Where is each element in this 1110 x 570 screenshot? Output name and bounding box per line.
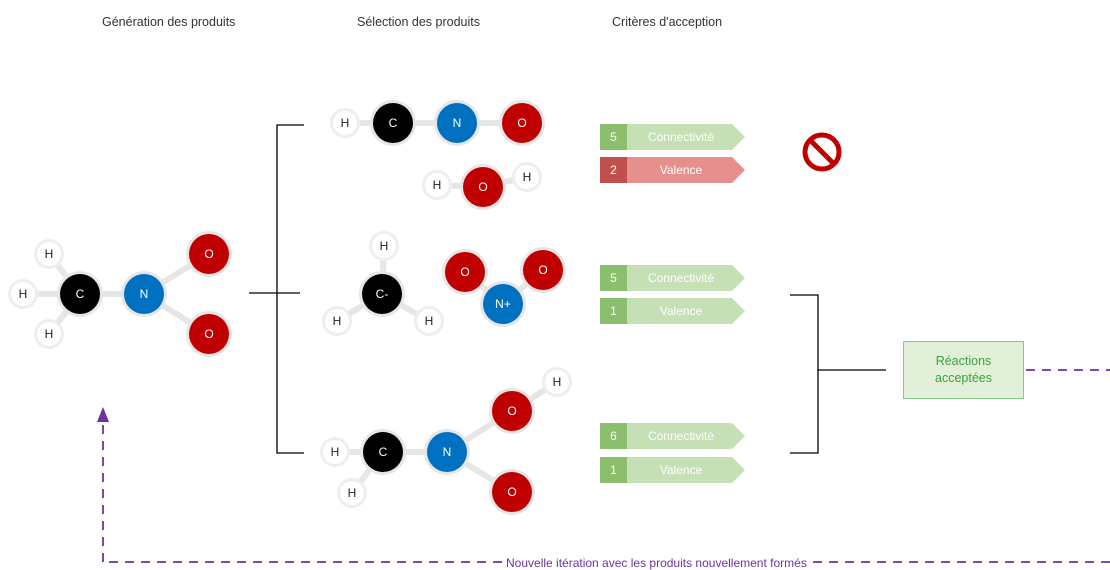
accepted-line1: Réactions (935, 354, 992, 368)
criterion-label: Connectivité (627, 265, 745, 291)
atom-carbon: C (363, 432, 403, 472)
atom-h: H (340, 481, 364, 505)
criterion-label: Valence (627, 298, 745, 324)
atom-nitrogen: N (124, 274, 164, 314)
criterion-valence: 2 Valence (600, 157, 745, 183)
merge-bracket (790, 294, 886, 454)
prohibited-icon (802, 132, 842, 172)
criterion-label: Valence (627, 157, 745, 183)
atom-h: H (37, 242, 61, 266)
criterion-label: Connectivité (627, 124, 745, 150)
criterion-score: 5 (600, 265, 627, 291)
atom-nitrogen: N (427, 432, 467, 472)
criterion-score: 5 (600, 124, 627, 150)
atom-oxygen: O (492, 472, 532, 512)
split-bracket (249, 124, 304, 454)
accepted-line2: acceptées (935, 371, 992, 385)
criterion-label: Valence (627, 457, 745, 483)
atom-h: H (425, 173, 449, 197)
atom-h: H (325, 309, 349, 333)
atom-h: H (372, 234, 396, 258)
atom-nitronium: N+ (483, 284, 523, 324)
atom-h: H (323, 440, 347, 464)
atom-h: H (11, 282, 35, 306)
atom-carbon: C (60, 274, 100, 314)
criterion-score: 1 (600, 457, 627, 483)
atom-oxygen: O (189, 314, 229, 354)
iteration-label: Nouvelle itération avec les produits nou… (505, 556, 808, 570)
criterion-connectivity: 5 Connectivité (600, 124, 745, 150)
atom-oxygen: O (492, 391, 532, 431)
atom-oxygen: O (502, 103, 542, 143)
title-generation: Génération des produits (102, 15, 236, 29)
atom-h: H (417, 309, 441, 333)
atom-oxygen: O (445, 252, 485, 292)
atom-h: H (333, 111, 357, 135)
criterion-label: Connectivité (627, 423, 745, 449)
accepted-reactions-box: Réactions acceptées (903, 341, 1024, 399)
criterion-connectivity: 5 Connectivité (600, 265, 745, 291)
title-criteria: Critères d'acception (612, 15, 723, 29)
atom-h: H (37, 322, 61, 346)
iteration-arrowhead (97, 407, 109, 422)
atom-oxygen: O (523, 250, 563, 290)
criterion-valence: 1 Valence (600, 457, 745, 483)
atom-oxygen: O (189, 234, 229, 274)
title-selection: Sélection des produits (357, 15, 480, 29)
atom-h: H (545, 370, 569, 394)
atom-carbon: C (373, 103, 413, 143)
atom-h: H (515, 165, 539, 189)
criterion-score: 6 (600, 423, 627, 449)
criterion-score: 2 (600, 157, 627, 183)
atom-carbanion: C- (362, 274, 402, 314)
atom-oxygen: O (463, 167, 503, 207)
criterion-connectivity: 6 Connectivité (600, 423, 745, 449)
criterion-score: 1 (600, 298, 627, 324)
criterion-valence: 1 Valence (600, 298, 745, 324)
atom-nitrogen: N (437, 103, 477, 143)
